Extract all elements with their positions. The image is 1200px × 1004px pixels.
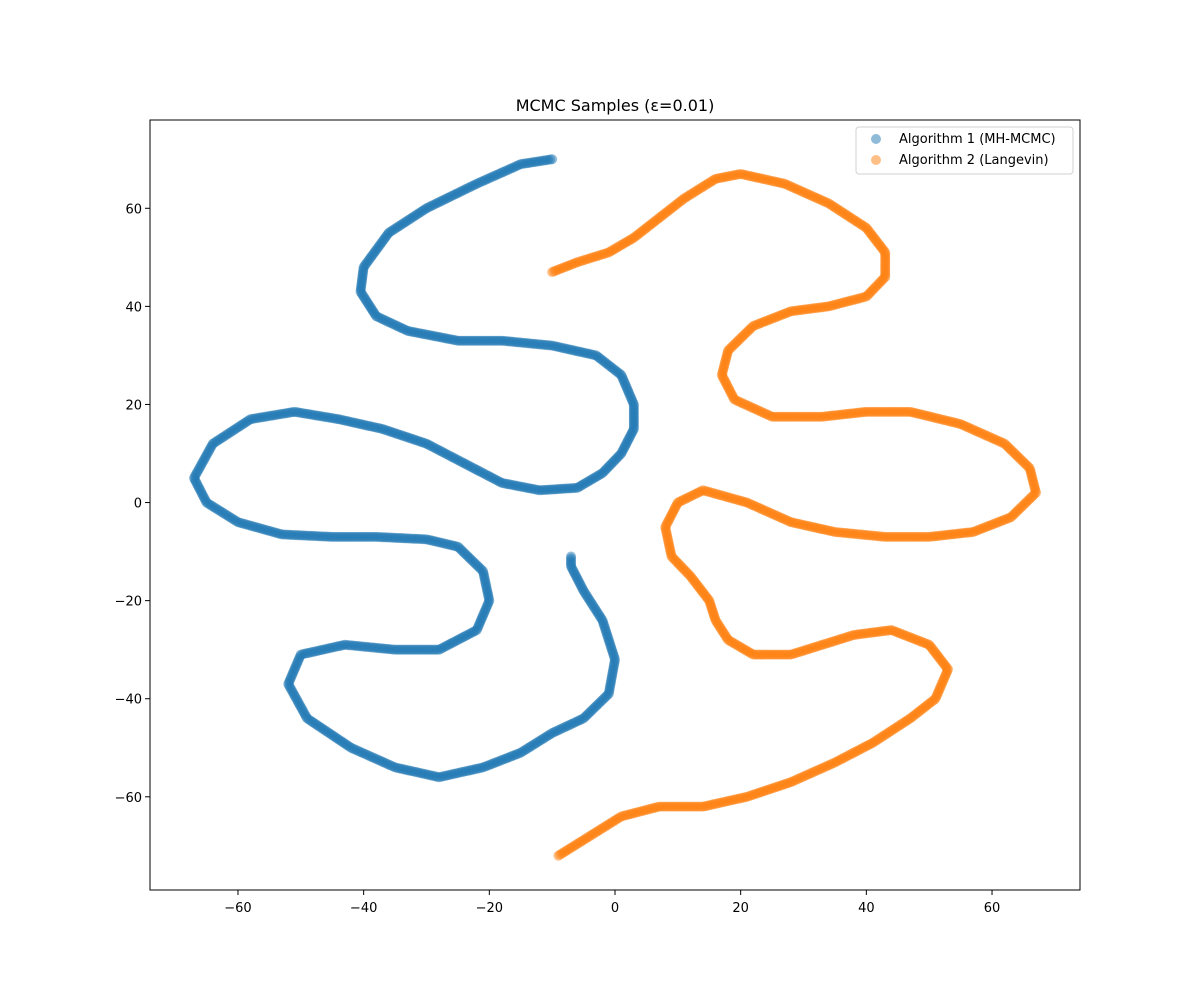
series-mh-mcmc — [188, 154, 639, 783]
chart-title: MCMC Samples (ε=0.01) — [516, 96, 715, 115]
x-tick-label: 40 — [858, 901, 875, 916]
x-tick-label: 0 — [611, 901, 619, 916]
y-tick-label: 0 — [134, 497, 142, 512]
x-tick-label: 60 — [984, 901, 1001, 916]
legend-label-mh-mcmc: Algorithm 1 (MH-MCMC) — [899, 132, 1056, 147]
x-tick-label: 20 — [732, 901, 749, 916]
y-tick-label: −40 — [115, 693, 142, 708]
legend-marker-langevin — [871, 155, 881, 165]
x-tick-label: −40 — [350, 901, 377, 916]
y-tick-label: −60 — [115, 791, 142, 806]
x-tick-label: −60 — [224, 901, 251, 916]
legend-marker-mh-mcmc — [871, 134, 881, 144]
y-tick-label: 20 — [125, 398, 142, 413]
y-tick-label: −20 — [115, 595, 142, 610]
x-tick-label: −20 — [476, 901, 503, 916]
series-layer — [188, 154, 1042, 861]
y-tick-label: 60 — [125, 202, 142, 217]
series-langevin — [547, 168, 1042, 861]
legend: Algorithm 1 (MH-MCMC) Algorithm 2 (Lange… — [855, 126, 1074, 175]
ticks-layer: −60 −40 −20 0 20 40 60 −60 −40 −20 0 20 40 60 — [115, 202, 1001, 916]
legend-box — [855, 126, 1074, 175]
sample-point-mh-mcmc — [566, 551, 577, 562]
legend-label-langevin: Algorithm 2 (Langevin) — [899, 153, 1049, 168]
y-tick-label: 40 — [125, 300, 142, 315]
sample-point-langevin — [553, 850, 564, 861]
